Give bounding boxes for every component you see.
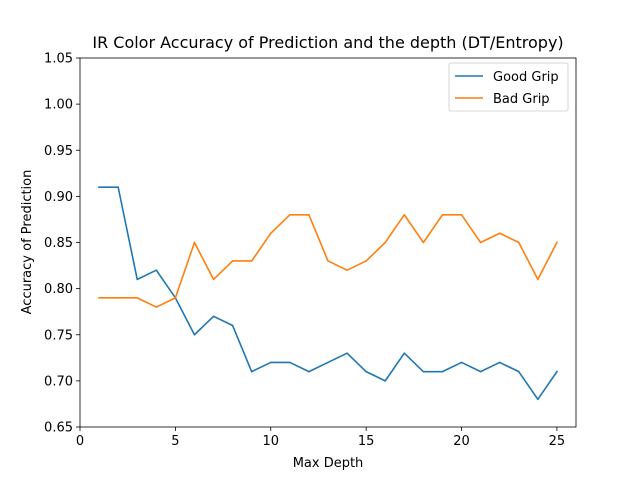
data-point-bad-grip	[479, 241, 482, 244]
data-point-bad-grip	[231, 260, 234, 262]
data-point-bad-grip	[136, 297, 139, 299]
x-tick-label: 15	[358, 434, 375, 449]
x-axis-label: Max Depth	[293, 456, 364, 471]
x-tick-label: 10	[262, 434, 279, 449]
y-tick-label: 0.70	[44, 374, 73, 389]
y-tick-label: 0.95	[44, 144, 73, 159]
plot-area: 0 5 10 15 20 25 0.65 0.70 0.75 0.80 0.85 0.90 0.95 1.…	[44, 52, 577, 449]
data-point-good-grip	[403, 352, 406, 355]
data-point-good-grip	[327, 361, 329, 364]
x-tick-label: 0	[76, 434, 84, 449]
data-point-bad-grip	[117, 297, 119, 299]
data-point-bad-grip	[517, 241, 520, 244]
data-point-good-grip	[498, 361, 501, 364]
legend-box	[448, 62, 569, 112]
data-point-good-grip	[98, 186, 100, 188]
data-point-bad-grip	[346, 269, 348, 271]
data-point-bad-grip	[384, 241, 387, 244]
y-tick-label: 0.80	[44, 282, 73, 297]
data-point-good-grip	[308, 370, 310, 373]
data-point-good-grip	[556, 370, 558, 373]
data-point-good-grip	[212, 315, 215, 318]
data-point-good-grip	[384, 380, 387, 382]
data-point-bad-grip	[250, 260, 253, 262]
chart-title: IR Color Accuracy of Prediction and the …	[92, 33, 563, 52]
x-tick-label: 5	[171, 434, 179, 449]
data-point-good-grip	[231, 324, 234, 327]
data-point-bad-grip	[365, 260, 367, 262]
data-point-good-grip	[441, 370, 444, 373]
data-point-bad-grip	[155, 306, 158, 308]
y-tick-label: 0.85	[44, 236, 73, 251]
data-point-bad-grip	[98, 297, 100, 299]
data-point-good-grip	[346, 352, 348, 355]
x-tick-label: 20	[453, 434, 470, 449]
y-tick-label: 0.65	[44, 421, 73, 436]
x-tick-label: 25	[549, 434, 566, 449]
data-point-bad-grip	[193, 241, 196, 244]
data-point-bad-grip	[269, 232, 272, 235]
data-point-good-grip	[155, 269, 158, 271]
y-tick-label: 0.90	[44, 190, 73, 205]
data-point-good-grip	[365, 370, 367, 373]
data-point-good-grip	[136, 278, 139, 281]
y-tick-label: 1.05	[44, 52, 73, 67]
data-point-good-grip	[250, 370, 253, 373]
data-point-bad-grip	[212, 278, 215, 281]
legend-label-bad-grip: Bad Grip	[493, 92, 550, 107]
y-axis-label: Accuracy of Prediction	[20, 170, 35, 315]
data-point-good-grip	[289, 361, 291, 364]
data-point-bad-grip	[327, 260, 329, 262]
data-point-good-grip	[193, 333, 196, 336]
data-point-bad-grip	[537, 278, 539, 281]
data-point-bad-grip	[289, 214, 291, 216]
data-point-good-grip	[422, 370, 425, 373]
data-point-bad-grip	[441, 214, 444, 216]
data-point-bad-grip	[556, 241, 558, 244]
data-point-bad-grip	[174, 297, 177, 299]
legend: Good Grip Bad Grip	[448, 62, 569, 112]
y-tick-label: 0.75	[44, 328, 73, 343]
data-point-good-grip	[117, 186, 119, 188]
data-point-good-grip	[537, 398, 539, 401]
data-point-bad-grip	[308, 214, 310, 216]
legend-label-good-grip: Good Grip	[493, 70, 559, 85]
data-point-good-grip	[517, 370, 520, 373]
data-point-good-grip	[479, 370, 482, 373]
data-point-good-grip	[460, 361, 463, 364]
data-point-bad-grip	[403, 214, 406, 216]
y-tick-label: 1.00	[44, 98, 73, 113]
data-point-bad-grip	[498, 232, 501, 235]
data-point-bad-grip	[460, 214, 463, 216]
data-point-good-grip	[269, 361, 272, 364]
data-point-bad-grip	[422, 241, 425, 244]
